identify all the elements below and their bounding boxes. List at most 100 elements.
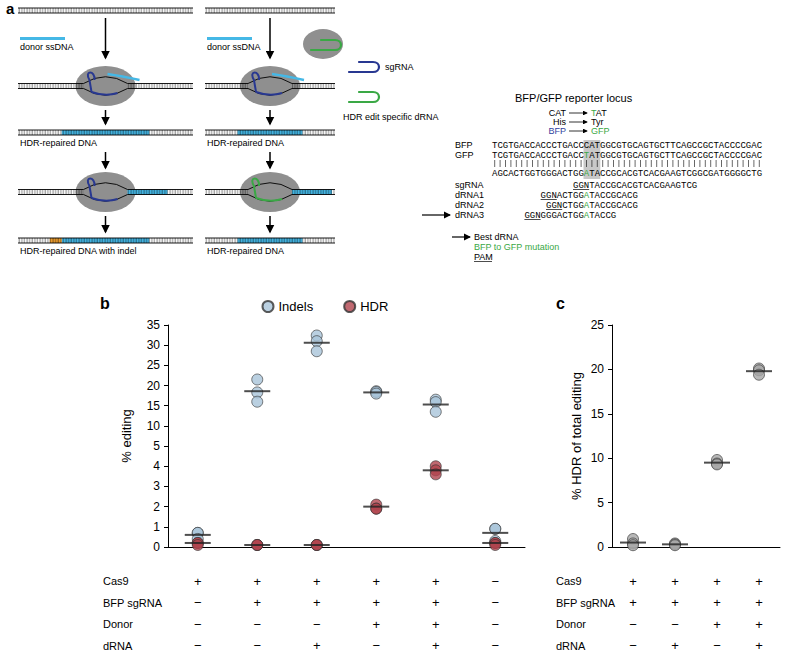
svg-text:−: − — [253, 617, 261, 632]
svg-text:HDR-repaired DNA: HDR-repaired DNA — [207, 138, 284, 148]
svg-text:dRNA: dRNA — [103, 640, 133, 652]
svg-text:+: + — [713, 595, 721, 610]
svg-text:+: + — [194, 574, 202, 589]
svg-text:+: + — [755, 638, 763, 653]
svg-text:−: − — [194, 638, 202, 653]
svg-text:+: + — [629, 574, 637, 589]
svg-text:GGNCTGGATACCGCACG: GGNCTGGATACCGCACG — [546, 201, 638, 211]
svg-text:BFP sgRNA: BFP sgRNA — [103, 597, 163, 609]
svg-text:dRNA3: dRNA3 — [455, 210, 484, 220]
svg-text:+: + — [432, 638, 440, 653]
svg-text:+: + — [629, 595, 637, 610]
svg-text:3: 3 — [153, 479, 160, 493]
svg-text:15: 15 — [147, 399, 161, 413]
svg-text:−: − — [713, 638, 721, 653]
svg-text:+: + — [372, 574, 380, 589]
svg-text:Cas9: Cas9 — [556, 575, 582, 587]
svg-text:+: + — [713, 617, 721, 632]
svg-text:−: − — [629, 638, 637, 653]
svg-text:10: 10 — [591, 451, 605, 465]
svg-text:BFP: BFP — [455, 140, 473, 150]
svg-text:c: c — [556, 295, 565, 312]
svg-text:5: 5 — [153, 439, 160, 453]
svg-text:25: 25 — [591, 318, 605, 332]
svg-text:4: 4 — [153, 459, 160, 473]
svg-text:+: + — [372, 617, 380, 632]
svg-text:Donor: Donor — [103, 618, 133, 630]
svg-text:BFP/GFP reporter locus: BFP/GFP reporter locus — [515, 92, 633, 104]
svg-text:donor ssDNA: donor ssDNA — [20, 42, 74, 52]
svg-text:+: + — [755, 617, 763, 632]
svg-text:CAT: CAT — [549, 108, 567, 118]
svg-text:+: + — [432, 595, 440, 610]
svg-text:−: − — [313, 617, 321, 632]
svg-text:−: − — [253, 638, 261, 653]
svg-text:Donor: Donor — [556, 618, 586, 630]
svg-text:30: 30 — [147, 338, 161, 352]
svg-text:Indels: Indels — [279, 299, 314, 314]
svg-text:−: − — [491, 638, 499, 653]
svg-text:TAT: TAT — [591, 108, 607, 118]
svg-text:+: + — [713, 574, 721, 589]
svg-text:−: − — [194, 595, 202, 610]
svg-text:2: 2 — [153, 500, 160, 514]
svg-text:% editing: % editing — [119, 409, 134, 462]
svg-text:20: 20 — [591, 362, 605, 376]
svg-text:His: His — [553, 117, 566, 127]
svg-text:−: − — [372, 638, 380, 653]
svg-text:HDR edit specific dRNA: HDR edit specific dRNA — [343, 112, 439, 122]
svg-text:BFP: BFP — [548, 126, 566, 136]
svg-text:BFP to GFP mutation: BFP to GFP mutation — [474, 242, 559, 252]
svg-text:0: 0 — [153, 540, 160, 554]
svg-text:1: 1 — [153, 520, 160, 534]
svg-text:AGCACTGGTGGGACTGGATACCGCACGTCA: AGCACTGGTGGGACTGGATACCGCACGTCACGAAGTCGGC… — [492, 169, 762, 179]
svg-text:−: − — [491, 574, 499, 589]
svg-text:+: + — [313, 595, 321, 610]
svg-text:+: + — [313, 638, 321, 653]
svg-text:+: + — [432, 617, 440, 632]
svg-text:20: 20 — [147, 379, 161, 393]
svg-text:−: − — [629, 617, 637, 632]
svg-text:sgRNA: sgRNA — [455, 180, 484, 190]
svg-text:+: + — [432, 574, 440, 589]
svg-text:TCGTGACCACCCTGACCCATGGCGTGCAGT: TCGTGACCACCCTGACCCATGGCGTGCAGTGCTTCAGCCG… — [492, 141, 763, 151]
svg-text:PAM: PAM — [474, 252, 493, 262]
svg-text:+: + — [671, 638, 679, 653]
svg-text:−: − — [194, 617, 202, 632]
svg-text:+: + — [671, 574, 679, 589]
svg-text:HDR-repaired DNA: HDR-repaired DNA — [207, 246, 284, 256]
svg-text:GFP: GFP — [591, 126, 610, 136]
svg-text:10: 10 — [147, 419, 161, 433]
svg-text:Best dRNA: Best dRNA — [474, 232, 519, 242]
svg-text:BFP sgRNA: BFP sgRNA — [556, 597, 616, 609]
svg-text:25: 25 — [147, 358, 161, 372]
svg-text:dRNA1: dRNA1 — [455, 190, 484, 200]
svg-text:−: − — [491, 595, 499, 610]
svg-text:sgRNA: sgRNA — [385, 62, 414, 72]
svg-text:+: + — [755, 574, 763, 589]
svg-text:b: b — [100, 295, 110, 312]
svg-text:+: + — [671, 595, 679, 610]
svg-text:dRNA2: dRNA2 — [455, 200, 484, 210]
svg-text:GFP: GFP — [455, 150, 474, 160]
svg-text:GGNTACCGCACGTCACGAAGTCG: GGNTACCGCACGTCACGAAGTCG — [573, 181, 697, 191]
svg-text:0: 0 — [597, 540, 604, 554]
svg-text:HDR-repaired DNA: HDR-repaired DNA — [20, 138, 97, 148]
svg-text:donor ssDNA: donor ssDNA — [207, 42, 261, 52]
svg-text:Cas9: Cas9 — [103, 575, 129, 587]
svg-text:+: + — [313, 574, 321, 589]
svg-text:35: 35 — [147, 318, 161, 332]
svg-text:Tyr: Tyr — [591, 117, 604, 127]
svg-text:5: 5 — [597, 496, 604, 510]
svg-text:+: + — [253, 574, 261, 589]
svg-text:% HDR of total editing: % HDR of total editing — [569, 372, 584, 500]
svg-text:HDR: HDR — [360, 299, 388, 314]
svg-text:TCGTGACCACCCTGACCTATGGCGTGCAGT: TCGTGACCACCCTGACCTATGGCGTGCAGTGCTTCAGCCG… — [492, 151, 763, 161]
svg-text:+: + — [253, 595, 261, 610]
svg-text:GGNACTGGATACCGCACG: GGNACTGGATACCGCACG — [541, 191, 638, 201]
svg-text:+: + — [755, 595, 763, 610]
svg-text:−: − — [491, 617, 499, 632]
svg-text:15: 15 — [591, 407, 605, 421]
svg-text:dRNA: dRNA — [556, 640, 586, 652]
svg-text:HDR-repaired DNA with indel: HDR-repaired DNA with indel — [20, 246, 137, 256]
